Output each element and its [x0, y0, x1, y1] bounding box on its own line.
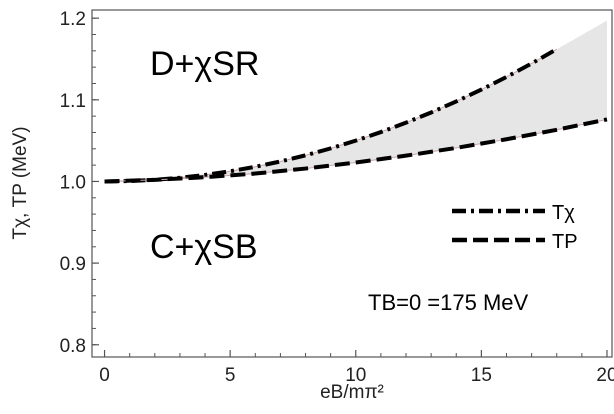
y-tick-label: 0.8: [60, 336, 86, 357]
x-axis-label: eB/mπ²: [320, 382, 384, 403]
shaded-region: [104, 20, 607, 182]
legend-label-tchi: Tχ: [552, 202, 575, 224]
legend-label-tp: TP: [552, 231, 578, 253]
x-tick-label: 15: [471, 365, 492, 386]
y-tick-label: 1.2: [60, 9, 86, 30]
y-tick-label: 1.0: [60, 172, 86, 193]
y-axis-label: Tχ, TP (MeV): [10, 126, 31, 239]
x-tick-label: 20: [596, 365, 614, 386]
series-line-tp: [104, 117, 608, 184]
region-label-lower: C+χSB: [150, 228, 258, 266]
x-tick-label: 5: [225, 365, 236, 386]
x-tick-label: 0: [99, 365, 110, 386]
plot-frame: [91, 9, 613, 358]
region-label-upper: D+χSR: [150, 45, 260, 83]
y-tick-label: 0.9: [60, 254, 86, 275]
condition-annotation: TB=0 =175 MeV: [368, 290, 529, 315]
legend: Tχ TP: [452, 202, 578, 253]
x-tick-label: 10: [345, 365, 366, 386]
axis-ticks: 0 5 10 15 20 0.8 0.9 1.0 1.1 1.2: [60, 9, 614, 386]
y-tick-label: 1.1: [60, 91, 86, 112]
